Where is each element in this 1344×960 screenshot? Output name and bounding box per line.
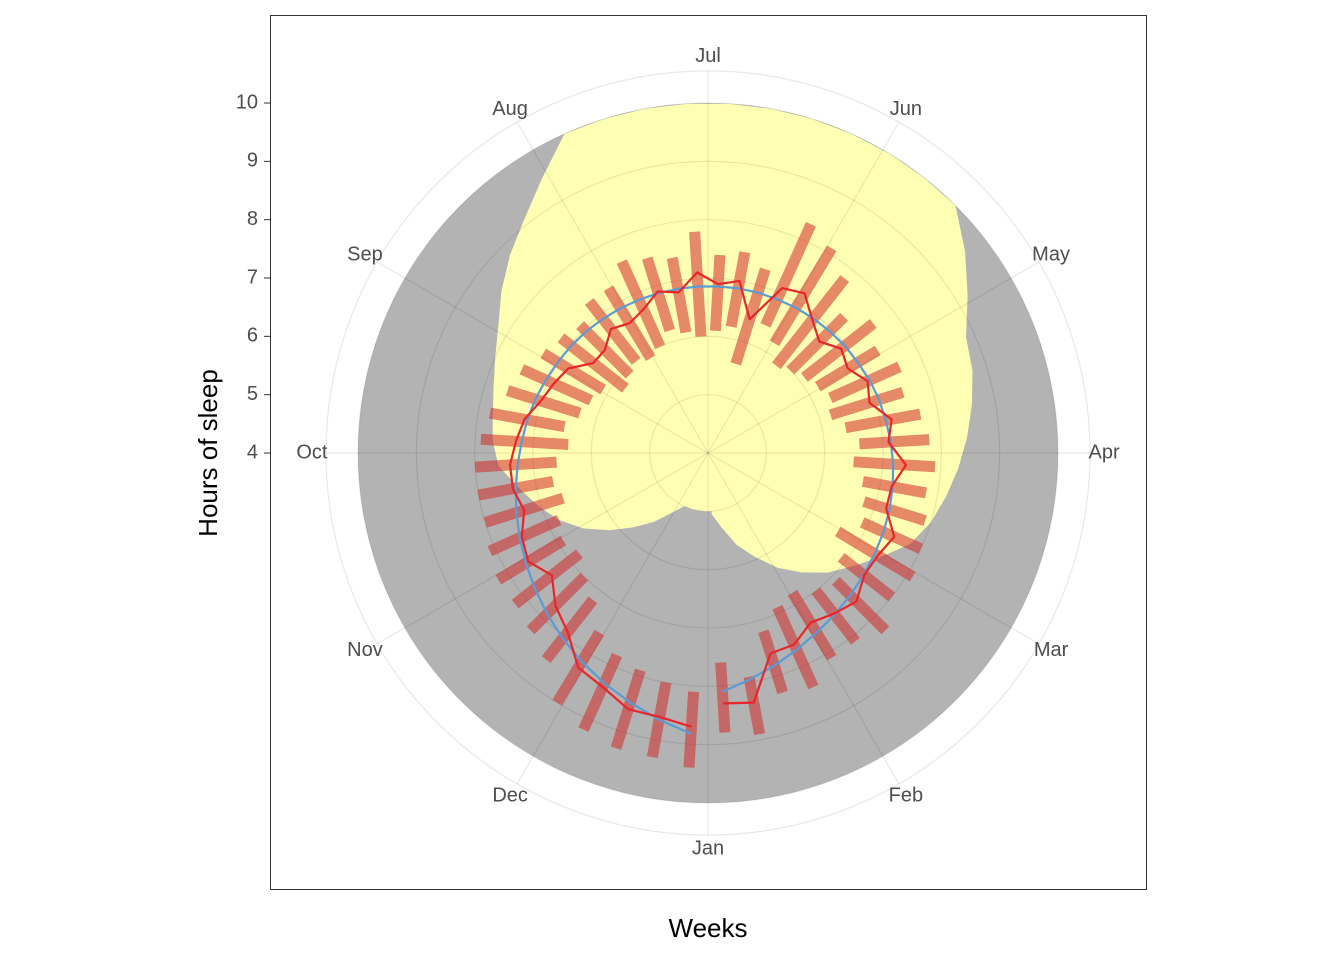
- range-bar: [495, 535, 567, 585]
- range-bar: [519, 364, 594, 406]
- x-axis-title: Weeks: [669, 913, 748, 943]
- range-bar: [725, 251, 751, 328]
- range-bar: [786, 313, 848, 375]
- range-bar: [772, 275, 850, 370]
- x-tick-label: Jan: [692, 837, 724, 859]
- series-line: [514, 285, 895, 735]
- range-bar: [837, 552, 896, 602]
- x-tick-label: Mar: [1034, 639, 1069, 661]
- range-bar: [760, 222, 816, 328]
- grid-spoke: [516, 452, 709, 785]
- range-bar: [772, 604, 819, 690]
- y-tick-label: 6: [247, 325, 258, 347]
- range-bar: [683, 691, 700, 768]
- range-bar: [642, 256, 676, 333]
- y-axis-title: Hours of sleep: [193, 369, 223, 537]
- x-tick-label: Feb: [889, 784, 923, 806]
- grid-circle: [649, 394, 767, 512]
- range-bar: [787, 589, 837, 661]
- x-tick-label: Dec: [492, 784, 528, 806]
- range-bar: [828, 387, 905, 421]
- grid-circle: [474, 219, 942, 687]
- daylight-area: [492, 103, 973, 573]
- range-bar: [743, 675, 765, 736]
- range-bar: [831, 576, 890, 635]
- x-tick-label: Sep: [347, 243, 383, 265]
- y-tick-label: 10: [236, 91, 258, 113]
- x-tick-label: Oct: [296, 441, 328, 463]
- range-bar: [578, 652, 623, 732]
- y-tick-label: 9: [247, 150, 258, 172]
- x-tick-label: Nov: [347, 639, 383, 661]
- range-bar: [487, 515, 562, 557]
- grid-circle: [590, 335, 826, 571]
- range-bar: [769, 245, 837, 347]
- x-tick-label: Jun: [890, 98, 922, 120]
- range-bar: [811, 587, 860, 645]
- range-bar: [801, 319, 877, 382]
- x-tick-label: Aug: [492, 98, 528, 120]
- range-bar: [526, 572, 589, 635]
- range-bar: [758, 629, 788, 695]
- y-tick-label: 5: [247, 383, 258, 405]
- range-bar: [709, 254, 726, 332]
- x-tick-label: Apr: [1088, 441, 1119, 463]
- y-tick-label: 8: [247, 208, 258, 230]
- range-bar: [859, 517, 924, 554]
- range-bar: [689, 231, 707, 337]
- range-bar: [828, 361, 902, 403]
- range-bar: [584, 298, 641, 365]
- series-line: [508, 271, 908, 728]
- range-bar: [511, 549, 583, 609]
- range-bar: [853, 456, 936, 473]
- range-bar: [505, 385, 582, 419]
- grid-circle: [415, 160, 1001, 746]
- grid-outer: [325, 70, 1091, 836]
- range-bar: [540, 348, 607, 395]
- range-bar: [616, 259, 666, 349]
- range-bar: [666, 256, 692, 334]
- range-bar: [844, 408, 922, 434]
- x-tick-label: May: [1032, 243, 1070, 265]
- range-bar: [480, 433, 569, 451]
- range-bar: [859, 434, 930, 450]
- x-tick-label: Jul: [695, 45, 721, 67]
- range-bar: [862, 496, 927, 526]
- range-bar: [730, 267, 771, 366]
- range-bar: [715, 662, 731, 733]
- range-bar: [541, 596, 598, 664]
- range-bar: [861, 475, 928, 499]
- y-tick-label: 7: [247, 266, 258, 288]
- y-tick-label: 4: [247, 441, 258, 463]
- grid-circle: [357, 102, 1059, 804]
- range-bar: [474, 456, 557, 473]
